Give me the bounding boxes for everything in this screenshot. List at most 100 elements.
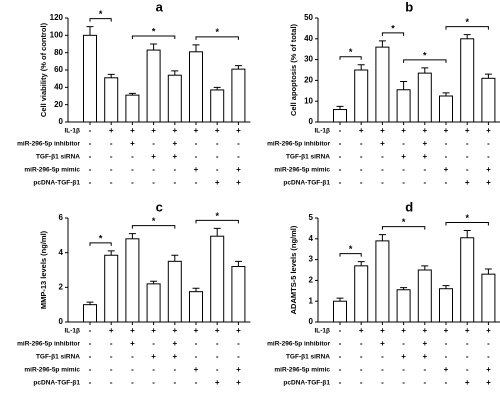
significance-bracket	[381, 226, 426, 230]
treatment-sign: +	[172, 152, 177, 161]
y-tick-label: 10	[304, 96, 313, 105]
treatment-sign: -	[445, 378, 448, 387]
treatment-sign: -	[339, 339, 342, 348]
treatment-sign: -	[152, 339, 155, 348]
y-tick-label: 30	[304, 55, 313, 64]
treatment-sign: -	[237, 339, 240, 348]
bar	[104, 254, 119, 323]
error-bar	[357, 261, 365, 266]
treatment-sign: +	[109, 326, 114, 335]
treatment-sign: -	[339, 139, 342, 148]
treatment-sign: -	[110, 139, 113, 148]
treatment-sign: +	[486, 165, 491, 174]
treatment-sign: -	[423, 378, 426, 387]
treatment-sign: +	[109, 126, 114, 135]
treatment-sign: +	[151, 152, 156, 161]
y-tick-label: 0	[309, 117, 314, 126]
error-bar	[357, 64, 365, 70]
error-bar	[400, 287, 408, 290]
treatment-sign: +	[151, 352, 156, 361]
bar	[354, 69, 369, 123]
error-bar	[171, 70, 179, 76]
bar	[460, 38, 475, 123]
treatment-sign: +	[151, 126, 156, 135]
significance-label: *	[215, 27, 219, 37]
panel-label: d	[405, 199, 413, 214]
bar	[146, 283, 161, 323]
treatment-sign: +	[130, 126, 135, 135]
treatment-sign: +	[422, 126, 427, 135]
treatment-sign: -	[216, 352, 219, 361]
y-tick-label: 20	[54, 100, 63, 109]
treatment-sign: -	[402, 378, 405, 387]
significance-bracket	[381, 32, 405, 36]
treatment-sign: -	[445, 152, 448, 161]
bar	[333, 300, 347, 323]
treatment-sign: +	[194, 365, 199, 374]
treatment-sign: -	[487, 152, 490, 161]
treatment-sign: +	[422, 139, 427, 148]
treatment-sign: +	[401, 352, 406, 361]
bar	[231, 68, 246, 123]
y-tick-label: 5	[309, 213, 314, 222]
treatment-sign: +	[486, 365, 491, 374]
treatment-sign: -	[89, 126, 92, 135]
treatment-sign: -	[360, 352, 363, 361]
treatment-sign: -	[131, 378, 134, 387]
treatment-sign: -	[195, 378, 198, 387]
treatment-sign: -	[360, 139, 363, 148]
treatment-sign: -	[237, 152, 240, 161]
treatment-label: miR-296-5p inhibitor	[267, 341, 330, 348]
error-bar	[336, 297, 344, 302]
treatment-sign: -	[445, 352, 448, 361]
significance-label: *	[349, 47, 353, 57]
significance-label: *	[99, 233, 103, 243]
treatment-sign: +	[172, 352, 177, 361]
treatment-sign: +	[444, 165, 449, 174]
treatment-sign: -	[381, 178, 384, 187]
treatment-sign: -	[466, 152, 469, 161]
treatment-label: TGF-β1 siRNA	[286, 354, 330, 361]
treatment-sign: -	[89, 326, 92, 335]
treatment-sign: -	[110, 365, 113, 374]
treatment-sign: -	[195, 339, 198, 348]
treatment-sign: -	[216, 165, 219, 174]
treatment-sign: -	[110, 178, 113, 187]
treatment-sign: -	[487, 352, 490, 361]
error-bar	[171, 254, 179, 262]
treatment-sign: +	[236, 378, 241, 387]
significance-label: *	[152, 216, 156, 226]
treatment-sign: -	[237, 139, 240, 148]
y-tick-label: 0	[309, 317, 314, 326]
treatment-sign: -	[381, 352, 384, 361]
treatment-sign: +	[422, 352, 427, 361]
error-bar	[86, 26, 94, 36]
treatment-sign: +	[130, 339, 135, 348]
error-bar	[463, 34, 471, 39]
treatment-sign: -	[381, 365, 384, 374]
significance-bracket	[339, 56, 362, 60]
treatment-sign: -	[339, 165, 342, 174]
treatment-sign: -	[402, 165, 405, 174]
significance-label: *	[465, 17, 469, 27]
treatment-sign: -	[445, 339, 448, 348]
y-tick-label: 2	[309, 276, 314, 285]
y-tick-label: 2	[59, 282, 64, 291]
treatment-label: pcDNA-TGF-β1	[33, 180, 80, 187]
treatment-label: miR-296-5p mimic	[24, 367, 80, 374]
y-axis-title: MMP-13 levels (ng/ml)	[39, 230, 48, 309]
bar	[396, 289, 411, 323]
treatment-sign: -	[402, 178, 405, 187]
treatment-sign: +	[465, 378, 470, 387]
treatment-sign: -	[402, 339, 405, 348]
bar	[375, 240, 390, 323]
treatment-sign: +	[380, 126, 385, 135]
significance-label: *	[402, 217, 406, 227]
treatment-sign: -	[152, 365, 155, 374]
bar	[125, 94, 140, 123]
significance-bracket	[131, 225, 176, 229]
significance-label: *	[423, 50, 427, 60]
error-bar	[234, 260, 242, 267]
treatment-label: pcDNA-TGF-β1	[33, 380, 80, 387]
